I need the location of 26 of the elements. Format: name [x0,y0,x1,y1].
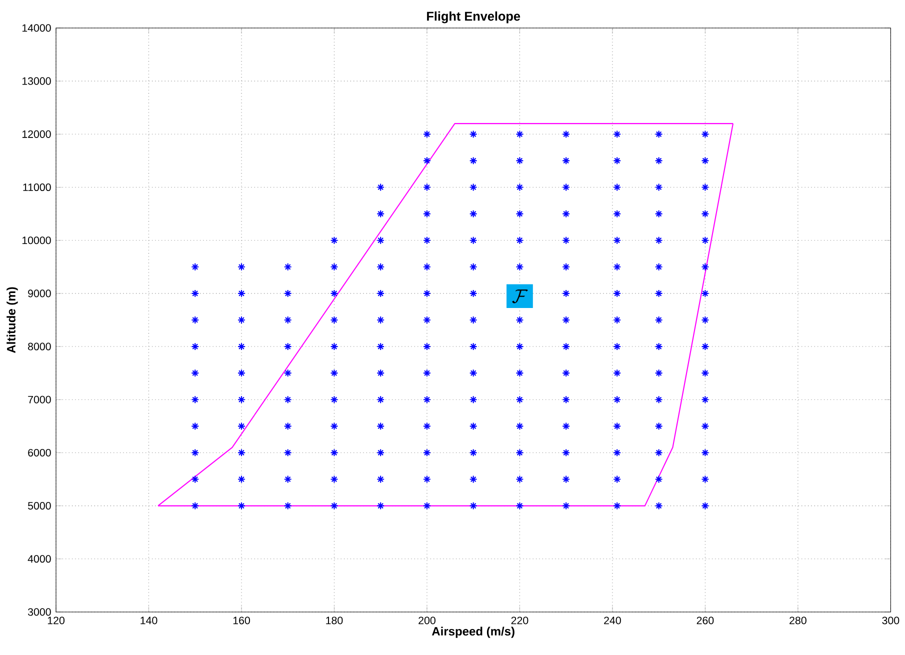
y-tick-label: 12000 [22,130,51,138]
chart-title: Flight Envelope [427,11,520,24]
x-tick-label: 200 [418,616,436,624]
x-tick-label: 220 [511,616,528,624]
x-tick-label: 280 [790,616,806,624]
y-tick-label: 4000 [28,555,51,563]
y-tick-label: 5000 [28,502,51,510]
annotation: $\mathcal{F}$ [512,290,528,304]
x-axis-title: Airspeed (m/s) [432,626,514,638]
x-tick-label: 240 [604,616,621,624]
x-tick-label: 300 [882,616,900,624]
y-axis-title: Altitude (m) [6,287,18,354]
y-tick-label: 3000 [28,608,51,616]
y-tick-label: 6000 [28,448,51,456]
y-tick-label: 9000 [28,290,51,298]
x-tick-label: 260 [696,616,714,624]
y-tick-label: 8000 [28,342,51,350]
y-tick-label: 11000 [23,183,51,192]
x-tick-label: 180 [326,616,343,624]
y-tick-label: 14000 [22,24,51,32]
x-tick-label: 140 [140,616,158,624]
y-tick-label: 13000 [22,77,51,85]
y-tick-label: 7000 [28,396,51,404]
y-tick-label: 10000 [22,236,51,244]
x-tick-label: 120 [48,616,64,624]
x-tick-label: 160 [233,616,250,624]
